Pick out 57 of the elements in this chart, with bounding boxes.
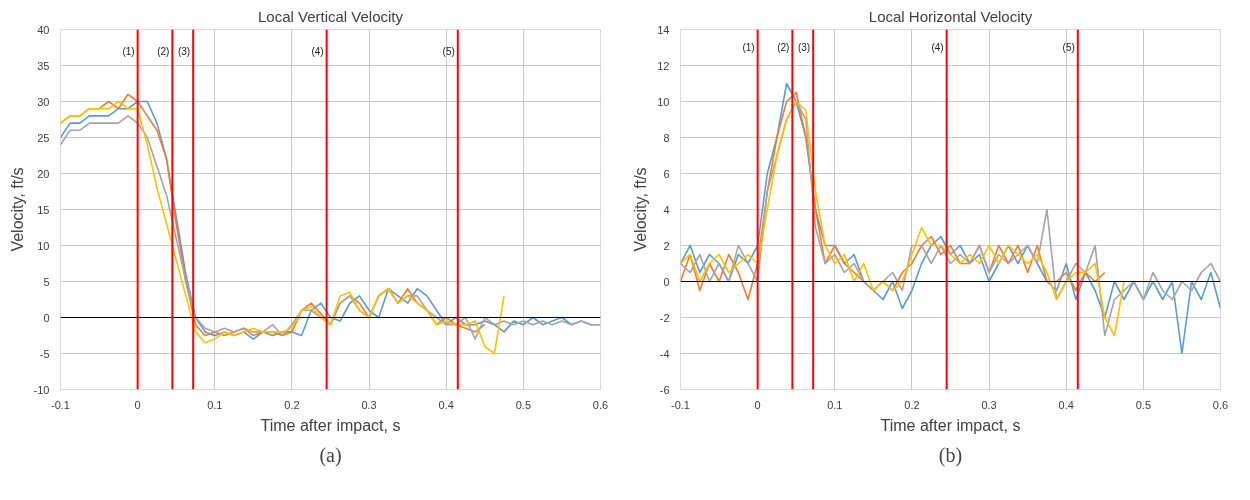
- y-tick-label: 15: [37, 203, 50, 216]
- chart-title: Local Vertical Velocity: [257, 7, 404, 25]
- annotation: (5): [442, 45, 455, 57]
- y-axis-title: Velocity, ft/s: [8, 167, 26, 252]
- x-tick-label: 0.6: [592, 398, 609, 411]
- y-tick-label: -4: [659, 347, 670, 360]
- annotation: (2): [777, 42, 790, 53]
- x-axis-title: Time after impact, s: [880, 416, 1021, 434]
- x-tick-label: 0: [754, 398, 761, 411]
- annotation: (3): [177, 45, 191, 57]
- x-tick-label: -0.1: [671, 398, 690, 411]
- y-tick-label: 8: [663, 131, 670, 144]
- y-tick-label: 0: [663, 275, 670, 288]
- annotation: (4): [311, 45, 324, 57]
- y-tick-label: 10: [657, 95, 670, 108]
- y-tick-label: -6: [659, 383, 670, 396]
- y-tick-label: 4: [663, 203, 670, 216]
- x-tick-label: 0.3: [981, 398, 997, 411]
- x-tick-label: 0.1: [207, 398, 223, 411]
- text: (a): [319, 443, 342, 467]
- annotation: (4): [931, 42, 944, 53]
- y-tick-label: 20: [37, 167, 50, 180]
- x-tick-label: 0.3: [361, 398, 377, 411]
- x-tick-label: 0.2: [904, 398, 920, 411]
- x-tick-label: 0.5: [1135, 398, 1152, 411]
- x-tick-label: -0.1: [51, 398, 70, 411]
- y-tick-label: 0: [43, 311, 50, 324]
- x-tick-label: 0.4: [438, 398, 454, 411]
- line-series: [680, 100, 1125, 337]
- y-tick-label: 40: [37, 23, 50, 36]
- annotation: (3): [797, 42, 811, 53]
- y-tick-label: 35: [37, 59, 50, 72]
- x-tick-label: 0.6: [1212, 398, 1229, 411]
- annotation: (5): [1062, 42, 1075, 53]
- text: (b): [938, 443, 963, 467]
- x-tick-label: 0: [134, 398, 141, 411]
- annotation: (2): [157, 45, 170, 57]
- y-axis-title: Velocity, ft/s: [632, 167, 650, 252]
- y-tick-label: 30: [37, 95, 50, 108]
- y-tick-label: -5: [39, 347, 50, 360]
- y-tick-label: 2: [663, 239, 670, 252]
- x-tick-label: 0.1: [827, 398, 843, 411]
- annotation: (1): [122, 45, 135, 57]
- y-tick-label: 5: [43, 275, 50, 288]
- y-tick-label: 12: [657, 59, 670, 72]
- y-tick-label: -10: [33, 383, 50, 396]
- y-tick-label: -2: [659, 311, 670, 324]
- y-tick-label: 6: [663, 167, 670, 180]
- y-tick-label: 25: [37, 131, 50, 144]
- x-axis-title: Time after impact, s: [260, 416, 401, 434]
- annotation: (1): [742, 42, 755, 53]
- x-tick-label: 0.5: [515, 398, 532, 411]
- x-tick-label: 0.2: [284, 398, 300, 411]
- x-tick-label: 0.4: [1058, 398, 1074, 411]
- y-tick-label: 14: [657, 23, 670, 36]
- y-tick-label: 10: [37, 239, 50, 252]
- chart-title: Local Horizontal Velocity: [868, 7, 1033, 25]
